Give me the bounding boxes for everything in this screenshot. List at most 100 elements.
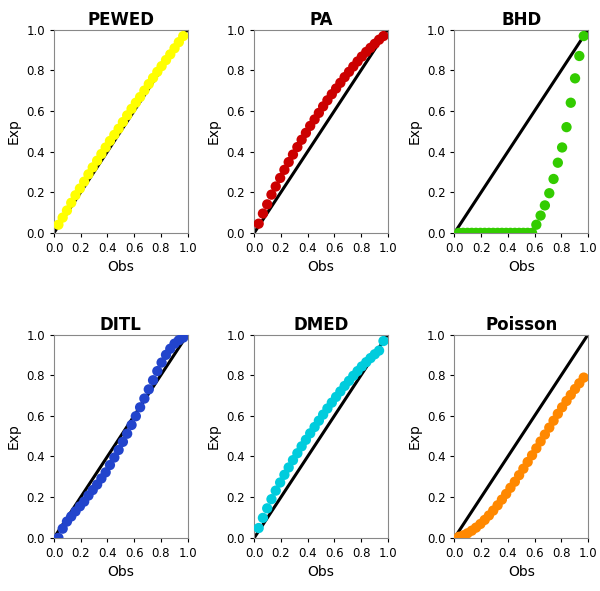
Point xyxy=(327,89,337,99)
Point xyxy=(166,50,175,59)
Y-axis label: Exp: Exp xyxy=(207,118,221,144)
Point xyxy=(544,423,554,433)
Point xyxy=(280,470,289,479)
Point xyxy=(114,124,124,134)
Point xyxy=(310,115,319,124)
Point xyxy=(536,437,545,446)
Point xyxy=(566,390,575,400)
Point xyxy=(305,428,315,438)
Point xyxy=(549,416,559,426)
Point xyxy=(161,56,171,65)
Point xyxy=(75,184,85,193)
Point xyxy=(136,402,145,412)
Y-axis label: Exp: Exp xyxy=(207,423,221,449)
Point xyxy=(148,375,158,385)
Point xyxy=(532,444,541,453)
Point xyxy=(114,445,124,454)
Point xyxy=(71,506,80,516)
Point xyxy=(170,339,179,348)
Point xyxy=(374,346,384,355)
Point xyxy=(340,381,349,391)
Point xyxy=(544,189,554,198)
Point xyxy=(540,201,550,210)
Point xyxy=(557,143,567,152)
Point xyxy=(366,43,376,53)
X-axis label: Obs: Obs xyxy=(508,566,535,579)
Point xyxy=(488,228,498,238)
Point xyxy=(152,366,162,376)
Point xyxy=(83,170,93,179)
Title: DMED: DMED xyxy=(293,316,349,335)
Point xyxy=(266,495,276,504)
Point xyxy=(566,98,575,108)
Point xyxy=(170,44,179,53)
Point xyxy=(463,528,472,538)
Point xyxy=(161,350,171,359)
Point xyxy=(284,463,293,472)
Point xyxy=(458,228,468,238)
Point xyxy=(331,392,341,402)
Point xyxy=(480,228,490,238)
Point xyxy=(262,200,272,209)
Point xyxy=(553,158,563,167)
Point xyxy=(484,511,494,520)
Point xyxy=(502,489,511,499)
Point xyxy=(92,480,102,489)
Point xyxy=(297,441,307,451)
Point xyxy=(118,437,128,447)
Point xyxy=(301,128,311,138)
Point xyxy=(327,398,337,407)
Point xyxy=(75,502,85,511)
Point xyxy=(71,190,80,200)
Point xyxy=(288,150,298,160)
Point xyxy=(144,79,154,89)
Point xyxy=(122,429,132,439)
Point xyxy=(271,182,281,191)
Point xyxy=(575,51,584,61)
Point xyxy=(254,219,263,229)
Point xyxy=(357,52,367,61)
Point xyxy=(340,72,349,82)
Point xyxy=(476,519,485,529)
Point xyxy=(463,228,472,238)
Title: PEWED: PEWED xyxy=(87,11,154,30)
Point xyxy=(344,67,354,77)
Point xyxy=(502,228,511,238)
Point xyxy=(131,98,140,108)
Point xyxy=(514,470,524,480)
Point xyxy=(454,228,464,238)
Point xyxy=(357,362,367,371)
Point xyxy=(275,173,285,183)
Title: PA: PA xyxy=(309,11,333,30)
Point xyxy=(514,228,524,238)
Point xyxy=(118,118,128,127)
Point xyxy=(97,474,106,483)
Point xyxy=(174,336,184,345)
Point xyxy=(79,497,89,506)
Point xyxy=(476,228,485,238)
Point xyxy=(379,336,388,346)
Point xyxy=(575,379,584,388)
Point xyxy=(297,135,307,144)
Point xyxy=(323,404,332,413)
Point xyxy=(140,86,149,95)
Point xyxy=(152,67,162,77)
Point xyxy=(178,31,188,41)
Point xyxy=(127,104,136,113)
Point xyxy=(310,423,319,432)
Point xyxy=(280,165,289,174)
Y-axis label: Exp: Exp xyxy=(407,423,421,449)
Title: DITL: DITL xyxy=(100,316,142,335)
Point xyxy=(506,228,515,238)
Point xyxy=(288,456,298,465)
Point xyxy=(344,376,354,385)
Point xyxy=(361,47,371,57)
Point xyxy=(53,220,63,229)
Point xyxy=(349,62,358,72)
Point xyxy=(527,228,537,238)
Point xyxy=(67,512,76,521)
Point xyxy=(79,177,89,186)
Point xyxy=(314,108,323,118)
Point xyxy=(131,411,140,421)
X-axis label: Obs: Obs xyxy=(107,566,134,579)
